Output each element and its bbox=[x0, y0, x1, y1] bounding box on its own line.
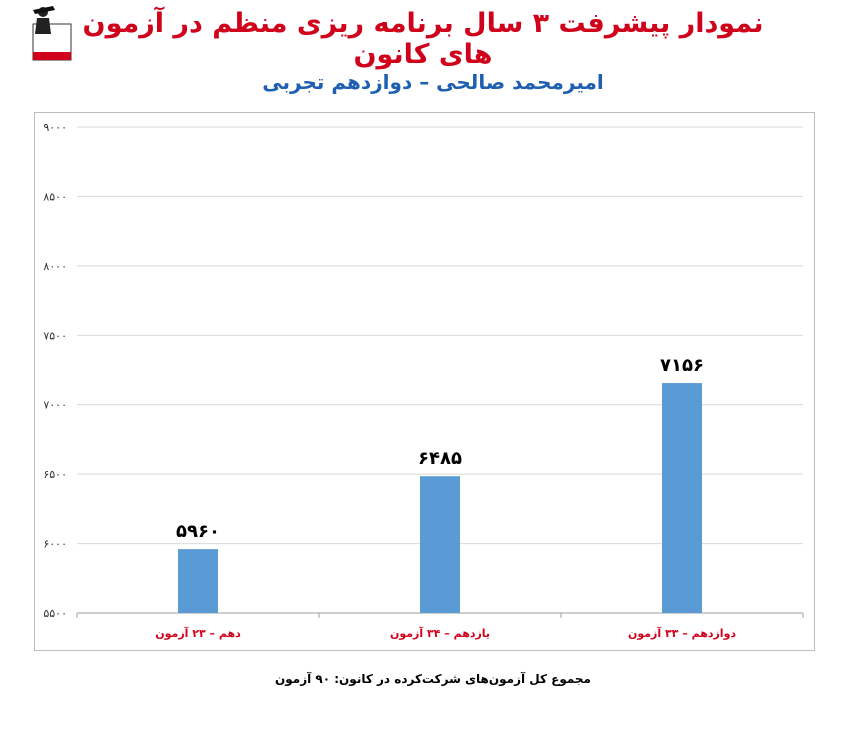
y-tick-label: ۵۵۰۰ bbox=[43, 607, 67, 620]
page-title: نمودار پیشرفت ۳ سال برنامه ریزی منظم در … bbox=[82, 8, 764, 70]
kanoon-logo bbox=[32, 6, 72, 61]
x-category-label: یازدهم – ۳۴ آزمون bbox=[390, 626, 490, 640]
total-exams-note: مجموع کل آزمون‌های شرکت‌کرده در کانون: ۹… bbox=[275, 672, 591, 686]
chart-area: ۹۰۰۰ ۸۵۰۰ ۸۰۰۰ ۷۵۰۰ ۷۰۰۰ ۶۵۰۰ ۶۰۰۰ ۵۵۰۰ ۵۹۶۰ دهم … bbox=[34, 112, 815, 651]
data-label: ۷۱۵۶ bbox=[660, 355, 704, 376]
y-tick-label: ۷۵۰۰ bbox=[43, 329, 67, 342]
bar bbox=[662, 383, 702, 613]
page-subtitle: امیرمحمد صالحی – دوازدهم تجربی bbox=[262, 70, 604, 94]
x-category-label: دوازدهم – ۳۳ آزمون bbox=[628, 626, 736, 640]
y-tick-label: ۷۰۰۰ bbox=[43, 399, 67, 412]
bar bbox=[178, 549, 218, 613]
y-tick-label: ۹۰۰۰ bbox=[43, 121, 67, 134]
y-tick-label: ۶۰۰۰ bbox=[43, 538, 67, 551]
y-tick-label: ۶۵۰۰ bbox=[43, 468, 67, 481]
data-label: ۵۹۶۰ bbox=[176, 521, 220, 542]
bar bbox=[420, 476, 460, 613]
data-label: ۶۴۸۵ bbox=[418, 448, 462, 469]
y-tick-label: ۸۵۰۰ bbox=[43, 190, 67, 203]
x-category-label: دهم – ۲۳ آزمون bbox=[155, 626, 241, 640]
bar-chart: ۹۰۰۰ ۸۵۰۰ ۸۰۰۰ ۷۵۰۰ ۷۰۰۰ ۶۵۰۰ ۶۰۰۰ ۵۵۰۰ ۵۹۶۰ دهم … bbox=[43, 121, 804, 640]
y-tick-label: ۸۰۰۰ bbox=[43, 260, 67, 273]
